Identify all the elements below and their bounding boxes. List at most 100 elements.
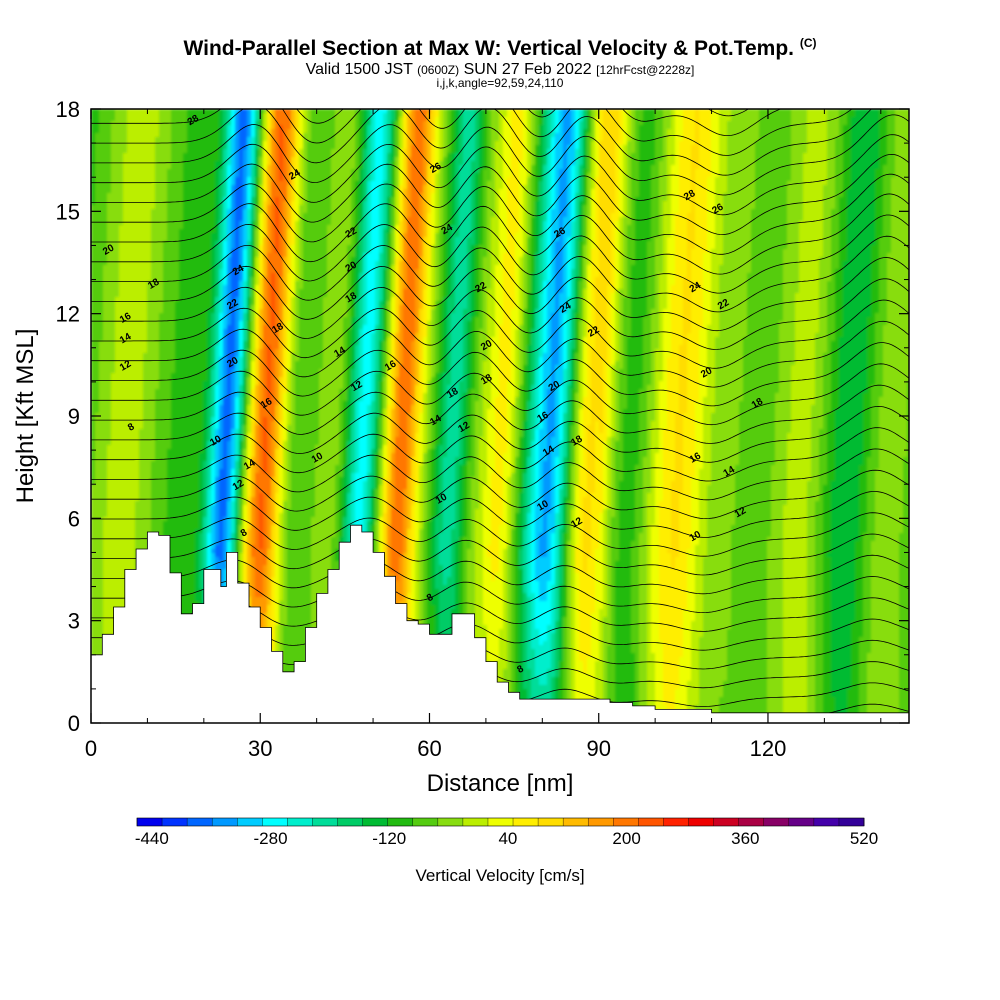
velocity-cell: [147, 157, 152, 162]
velocity-cell: [699, 117, 704, 122]
velocity-cell: [95, 197, 100, 202]
velocity-cell: [823, 201, 828, 206]
velocity-cell: [247, 113, 252, 118]
velocity-cell: [239, 149, 244, 154]
velocity-cell: [711, 161, 716, 166]
velocity-cell: [783, 181, 788, 186]
velocity-cell: [555, 153, 560, 158]
velocity-cell: [743, 181, 748, 186]
velocity-cell: [331, 201, 336, 206]
velocity-cell: [663, 141, 668, 146]
velocity-cell: [275, 157, 280, 162]
velocity-cell: [735, 165, 740, 170]
velocity-cell: [859, 193, 864, 198]
velocity-cell: [279, 173, 284, 178]
velocity-cell: [747, 173, 752, 178]
velocity-cell: [327, 133, 332, 138]
velocity-cell: [475, 185, 480, 190]
velocity-cell: [419, 133, 424, 138]
velocity-cell: [419, 141, 424, 146]
velocity-cell: [359, 113, 364, 118]
velocity-cell: [347, 161, 352, 166]
velocity-cell: [607, 117, 612, 122]
velocity-cell: [151, 113, 156, 118]
velocity-cell: [851, 113, 856, 118]
velocity-cell: [831, 165, 836, 170]
velocity-cell: [635, 133, 640, 138]
velocity-cell: [459, 109, 464, 114]
velocity-cell: [155, 117, 160, 122]
velocity-cell: [715, 117, 720, 122]
velocity-cell: [359, 145, 364, 150]
velocity-cell: [391, 193, 396, 198]
velocity-cell: [891, 197, 896, 202]
velocity-cell: [895, 161, 900, 166]
velocity-cell: [483, 177, 488, 182]
velocity-cell: [895, 201, 900, 206]
velocity-cell: [199, 193, 204, 198]
velocity-cell: [239, 193, 244, 198]
velocity-cell: [171, 125, 176, 130]
velocity-cell: [399, 113, 404, 118]
velocity-cell: [835, 189, 840, 194]
velocity-cell: [267, 109, 272, 114]
velocity-cell: [131, 169, 136, 174]
velocity-cell: [195, 165, 200, 170]
velocity-cell: [351, 177, 356, 182]
velocity-cell: [383, 201, 388, 206]
velocity-cell: [123, 133, 128, 138]
velocity-cell: [791, 185, 796, 190]
velocity-cell: [475, 125, 480, 130]
velocity-cell: [623, 165, 628, 170]
velocity-cell: [119, 113, 124, 118]
velocity-cell: [727, 189, 732, 194]
velocity-cell: [671, 189, 676, 194]
velocity-cell: [119, 173, 124, 178]
velocity-cell: [235, 173, 240, 178]
velocity-cell: [511, 133, 516, 138]
velocity-cell: [747, 121, 752, 126]
velocity-cell: [107, 149, 112, 154]
velocity-cell: [871, 201, 876, 206]
velocity-cell: [415, 129, 420, 134]
velocity-cell: [327, 125, 332, 130]
velocity-cell: [755, 165, 760, 170]
velocity-cell: [283, 125, 288, 130]
velocity-cell: [719, 137, 724, 142]
velocity-cell: [119, 201, 124, 206]
velocity-cell: [795, 173, 800, 178]
velocity-cell: [323, 125, 328, 130]
velocity-cell: [827, 181, 832, 186]
velocity-cell: [447, 141, 452, 146]
velocity-cell: [307, 189, 312, 194]
velocity-cell: [555, 173, 560, 178]
velocity-cell: [635, 125, 640, 130]
velocity-cell: [359, 201, 364, 206]
velocity-cell: [867, 145, 872, 150]
velocity-cell: [895, 165, 900, 170]
velocity-cell: [195, 121, 200, 126]
velocity-cell: [883, 109, 888, 114]
velocity-cell: [631, 201, 636, 206]
velocity-cell: [831, 185, 836, 190]
velocity-cell: [263, 125, 268, 130]
velocity-cell: [803, 121, 808, 126]
velocity-cell: [279, 137, 284, 142]
velocity-cell: [551, 113, 556, 118]
velocity-cell: [411, 153, 416, 158]
velocity-cell: [879, 125, 884, 130]
velocity-cell: [519, 149, 524, 154]
velocity-cell: [815, 161, 820, 166]
velocity-cell: [339, 121, 344, 126]
velocity-cell: [671, 121, 676, 126]
velocity-cell: [227, 189, 232, 194]
velocity-cell: [339, 153, 344, 158]
velocity-cell: [527, 149, 532, 154]
velocity-cell: [547, 141, 552, 146]
velocity-cell: [603, 121, 608, 126]
velocity-cell: [163, 133, 168, 138]
velocity-cell: [731, 145, 736, 150]
velocity-cell: [679, 117, 684, 122]
velocity-cell: [375, 157, 380, 162]
velocity-cell: [151, 193, 156, 198]
